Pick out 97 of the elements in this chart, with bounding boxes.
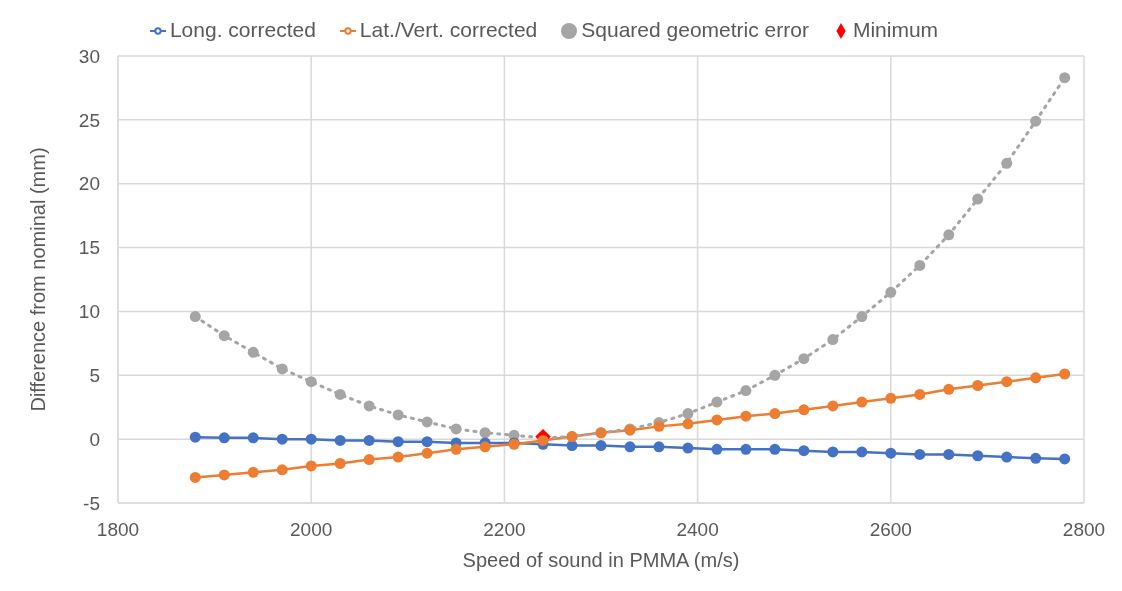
point	[421, 416, 433, 428]
point	[740, 443, 752, 455]
legend-label: Long. corrected	[169, 18, 316, 41]
x-tick-label: 2600	[869, 519, 912, 541]
point	[305, 376, 317, 388]
x-tick-label: 2000	[290, 519, 333, 541]
point	[334, 388, 346, 400]
point	[392, 409, 404, 421]
legend-label: Minimum	[852, 18, 939, 41]
point	[479, 441, 491, 453]
y-axis-title: Difference from nominal (mm)	[27, 147, 50, 412]
point	[856, 311, 868, 323]
point	[740, 385, 752, 397]
x-tick-label: 2200	[483, 519, 526, 541]
point	[1059, 453, 1071, 465]
point	[218, 469, 230, 481]
x-tick-label: 2400	[676, 519, 719, 541]
point	[972, 380, 984, 391]
y-tick-label: 15	[78, 237, 100, 259]
point	[363, 400, 375, 412]
point	[972, 193, 984, 205]
point	[885, 447, 897, 459]
legend-label: Lat./Vert. corrected	[359, 18, 538, 41]
point	[247, 432, 259, 444]
point	[1059, 368, 1071, 380]
point	[769, 369, 781, 381]
point	[421, 436, 433, 448]
point	[595, 440, 607, 452]
y-tick-label: 0	[89, 428, 100, 450]
point	[1030, 372, 1042, 384]
point	[740, 410, 752, 422]
point	[1001, 376, 1013, 388]
point	[305, 460, 317, 472]
point	[682, 418, 694, 430]
point	[189, 471, 201, 483]
point	[218, 432, 230, 444]
legend-label: Squared geometric error	[581, 18, 809, 41]
point	[392, 451, 404, 463]
point	[885, 392, 897, 404]
y-tick-label: -5	[83, 492, 100, 514]
point	[479, 427, 491, 439]
point	[682, 442, 694, 454]
point	[943, 448, 955, 460]
point	[334, 457, 346, 469]
point	[798, 445, 810, 457]
point	[856, 396, 868, 408]
point	[537, 434, 549, 446]
y-tick-label: 5	[89, 365, 100, 387]
point	[943, 383, 955, 395]
point	[624, 441, 636, 453]
point	[682, 408, 694, 420]
point	[1001, 157, 1013, 169]
point	[856, 446, 868, 458]
point	[711, 443, 723, 455]
y-tick-label: 30	[78, 45, 100, 67]
point	[450, 423, 462, 435]
point	[421, 447, 433, 459]
point	[711, 414, 723, 426]
point	[711, 396, 723, 408]
point	[914, 448, 926, 460]
point	[189, 431, 201, 443]
point	[276, 363, 288, 375]
point	[305, 433, 317, 445]
point	[972, 450, 984, 462]
x-axis-title: Speed of sound in PMMA (m/s)	[462, 549, 740, 571]
point	[189, 311, 201, 323]
point	[218, 330, 230, 342]
point	[798, 353, 810, 365]
point	[827, 446, 839, 458]
point	[247, 346, 259, 358]
point	[276, 433, 288, 445]
point	[798, 404, 810, 416]
point	[392, 436, 404, 448]
point	[247, 466, 259, 478]
x-tick-label: 1800	[96, 519, 140, 541]
point	[885, 286, 897, 298]
point	[914, 259, 926, 271]
point	[1001, 451, 1013, 463]
x-tick-label: 2800	[1062, 519, 1106, 541]
point	[769, 408, 781, 420]
point	[769, 443, 781, 455]
point	[1030, 452, 1042, 464]
point	[827, 334, 839, 346]
point	[450, 443, 462, 455]
point	[827, 400, 839, 412]
y-tick-label: 10	[78, 301, 100, 323]
point	[914, 388, 926, 400]
y-tick-label: 20	[78, 173, 100, 195]
point	[276, 464, 288, 476]
point	[363, 434, 375, 446]
y-tick-label: 25	[78, 109, 100, 131]
point	[363, 454, 375, 466]
point	[943, 229, 955, 241]
point	[1059, 72, 1071, 84]
point	[1030, 115, 1042, 127]
point	[653, 441, 665, 453]
point	[334, 434, 346, 446]
